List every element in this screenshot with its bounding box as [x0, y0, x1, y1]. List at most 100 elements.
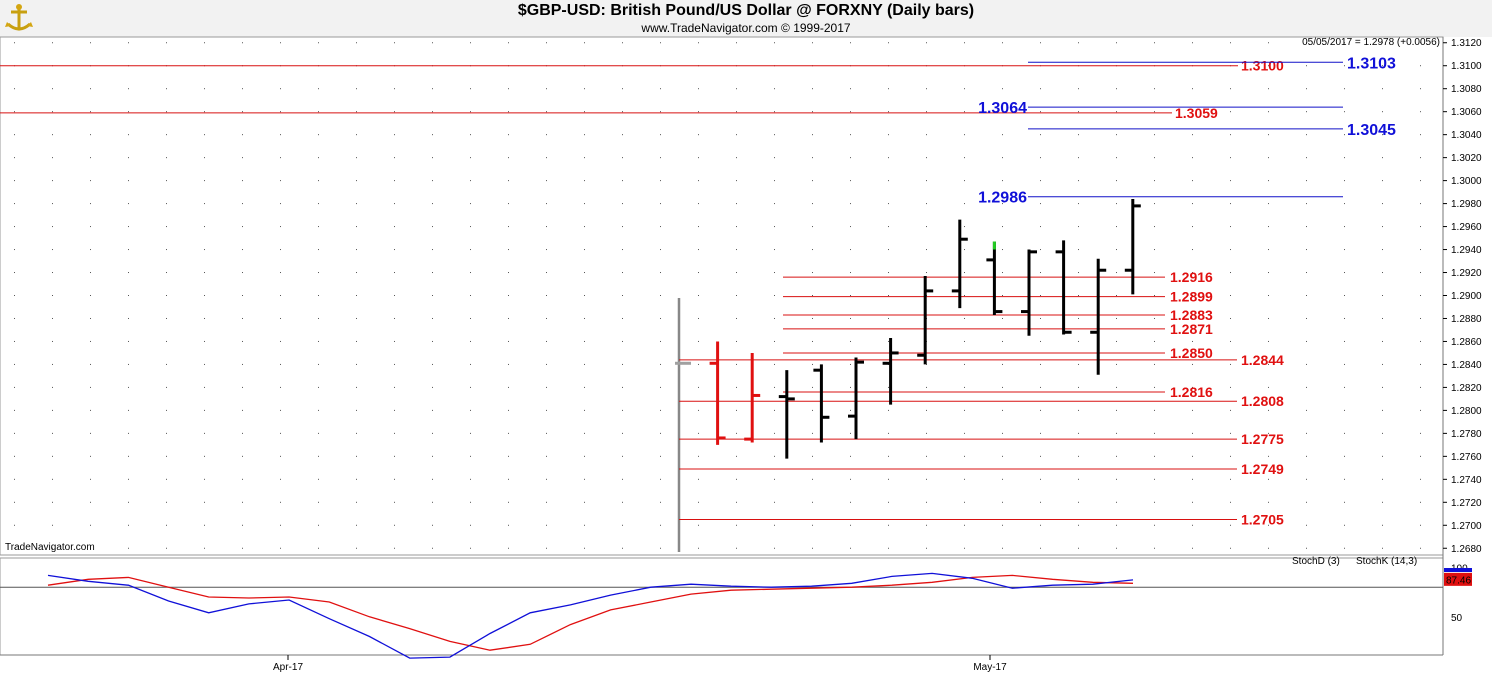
blue-level-label: 1.3045 — [1347, 122, 1396, 139]
grid-dot — [1382, 524, 1383, 526]
grid-dot — [1116, 180, 1117, 182]
grid-dot — [432, 295, 433, 296]
grid-dot — [52, 272, 53, 274]
grid-dot — [888, 42, 889, 44]
grid-dot — [660, 272, 661, 274]
grid-dot — [318, 157, 319, 159]
grid-dot — [1382, 317, 1383, 319]
stoch-series-line — [47, 574, 1134, 651]
grid-dot — [1040, 455, 1041, 457]
grid-dot — [1306, 524, 1307, 526]
grid-dot — [14, 88, 15, 90]
grid-dot — [774, 363, 775, 365]
grid-dot — [964, 501, 965, 503]
grid-dot — [1230, 432, 1231, 434]
grid-dot — [812, 524, 813, 526]
grid-dot — [1344, 317, 1345, 319]
grid-dot — [926, 249, 927, 251]
grid-dot — [888, 501, 889, 503]
grid-dot — [1382, 340, 1383, 342]
grid-dot — [1116, 226, 1117, 228]
grid-dot — [90, 363, 91, 365]
grid-dot — [1420, 157, 1421, 159]
grid-dot — [1420, 340, 1421, 342]
grid-dot — [1306, 295, 1307, 296]
grid-dot — [52, 226, 53, 228]
grid-dot — [432, 524, 433, 526]
grid-dot — [128, 524, 129, 526]
grid-dot — [1268, 111, 1269, 113]
grid-dot — [1268, 249, 1269, 251]
grid-dot — [1382, 134, 1383, 136]
grid-dot — [52, 295, 53, 296]
grid-dot — [166, 42, 167, 44]
grid-dot — [52, 455, 53, 457]
grid-dot — [242, 249, 243, 251]
grid-dot — [1040, 340, 1041, 342]
grid-dot — [774, 157, 775, 159]
grid-dot — [584, 524, 585, 526]
grid-dot — [964, 432, 965, 434]
grid-dot — [1154, 409, 1155, 411]
grid-dot — [1078, 501, 1079, 503]
grid-dot — [166, 111, 167, 113]
grid-dot — [90, 88, 91, 90]
grid-dot — [1382, 295, 1383, 296]
grid-dot — [888, 272, 889, 274]
grid-dot — [736, 455, 737, 457]
grid-dot — [584, 272, 585, 274]
grid-dot — [166, 340, 167, 342]
grid-dot — [1002, 134, 1003, 136]
grid-dot — [926, 524, 927, 526]
grid-dot — [888, 203, 889, 205]
grid-dot — [964, 386, 965, 388]
grid-dot — [242, 295, 243, 296]
grid-dot — [1192, 478, 1193, 480]
grid-dot — [622, 317, 623, 319]
grid-dot — [52, 157, 53, 159]
grid-dot — [394, 134, 395, 136]
grid-dot — [14, 432, 15, 434]
y-tick-label: 1.3060 — [1451, 107, 1482, 118]
grid-dot — [318, 317, 319, 319]
grid-dot — [432, 501, 433, 503]
grid-dot — [204, 432, 205, 434]
grid-dot — [584, 180, 585, 182]
grid-dot — [698, 226, 699, 228]
grid-dot — [812, 226, 813, 228]
y-tick-label: 1.2680 — [1451, 544, 1482, 555]
grid-dot — [166, 226, 167, 228]
grid-dot — [432, 88, 433, 90]
grid-dot — [394, 363, 395, 365]
grid-dot — [1420, 386, 1421, 388]
grid-dot — [964, 249, 965, 251]
red-level-label: 1.2775 — [1241, 431, 1284, 447]
grid-dot — [1192, 157, 1193, 159]
grid-dot — [546, 547, 547, 549]
grid-dot — [52, 524, 53, 526]
grid-dot — [356, 180, 357, 182]
grid-dot — [52, 134, 53, 136]
grid-dot — [508, 547, 509, 549]
grid-dot — [1192, 249, 1193, 251]
x-tick-label: Apr-17 — [273, 662, 303, 673]
grid-dot — [546, 272, 547, 274]
grid-dot — [90, 386, 91, 388]
grid-dot — [546, 455, 547, 457]
grid-dot — [1078, 386, 1079, 388]
grid-dot — [1154, 272, 1155, 274]
grid-dot — [850, 226, 851, 228]
grid-dot — [204, 42, 205, 44]
grid-dot — [622, 249, 623, 251]
grid-dot — [1268, 88, 1269, 90]
grid-dot — [356, 42, 357, 44]
grid-dot — [812, 295, 813, 296]
grid-dot — [1078, 203, 1079, 205]
grid-dot — [394, 157, 395, 159]
grid-dot — [964, 42, 965, 44]
grid-dot — [52, 409, 53, 411]
grid-dot — [546, 249, 547, 251]
grid-dot — [166, 547, 167, 549]
grid-dot — [812, 157, 813, 159]
